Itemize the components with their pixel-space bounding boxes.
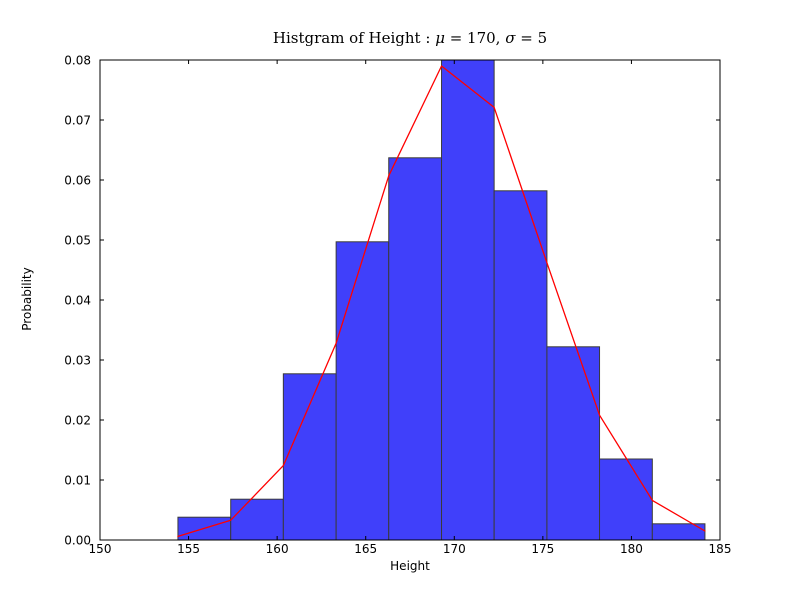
normal-pdf-line [177,65,706,538]
sigma-symbol: σ [505,29,516,47]
y-tick-label: 0.08 [64,54,91,68]
x-tick-label: 165 [354,542,377,556]
x-tick-label: 170 [443,542,466,556]
y-tick-label: 0.00 [64,534,91,548]
histogram-bar [599,458,653,541]
x-tick-label: 150 [89,542,112,556]
x-axis-label: Height [390,559,430,573]
chart-title-text: Histgram of Height : [272,29,436,47]
mu-symbol: μ [435,29,445,47]
mu-value: = 170, [444,29,506,47]
x-tick-label: 185 [709,542,732,556]
y-tick-label: 0.01 [64,474,91,488]
x-tick-label: 180 [620,542,643,556]
y-axis-label: Probability [20,267,34,331]
x-tick-label: 160 [266,542,289,556]
y-tick-label: 0.03 [64,354,91,368]
histogram-bar [282,373,337,541]
chart-title: Histgram of Height : μ = 170, σ = 5 [100,29,720,47]
x-tick-label: 175 [531,542,554,556]
y-tick-label: 0.02 [64,414,91,428]
x-tick-label: 155 [177,542,200,556]
y-tick-label: 0.04 [64,294,91,308]
y-tick-label: 0.05 [64,234,91,248]
histogram-bar [493,190,548,541]
histogram-bar [230,498,284,541]
histogram-bar [546,346,601,541]
histogram-bar [388,157,443,541]
histogram-bar [335,241,390,541]
y-tick-label: 0.07 [64,114,91,128]
sigma-value: = 5 [515,29,548,47]
histogram-bar [441,59,495,541]
y-tick-label: 0.06 [64,174,91,188]
